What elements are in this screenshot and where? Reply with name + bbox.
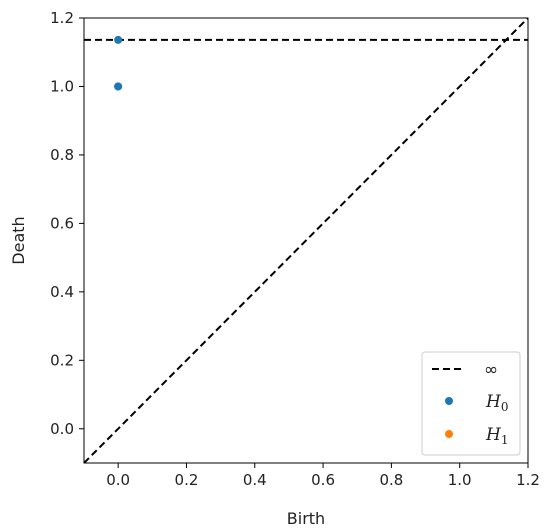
y-tick-label: 0.0: [50, 420, 74, 438]
point-h0-0: [114, 35, 123, 44]
x-tick-label: 0.0: [106, 471, 130, 489]
x-tick-label: 0.2: [175, 471, 199, 489]
plot-frame: [83, 17, 529, 464]
diagonal-line: [84, 18, 528, 463]
x-tick-label: 1.2: [516, 471, 540, 489]
legend-h0-marker: [445, 397, 453, 405]
y-tick-label: 0.4: [50, 283, 74, 301]
x-axis-label: Birth: [287, 509, 325, 528]
x-tick-label: 0.8: [379, 471, 403, 489]
axes: 0.0 0.2 0.4 0.6 0.8 1.0 1.2 0.0 0.2 0.4 0.6 0.8 1.0 1…: [50, 9, 540, 489]
x-tick-label: 1.0: [448, 471, 472, 489]
legend-h1-marker: [445, 430, 453, 438]
y-tick-label: 0.2: [50, 351, 74, 369]
y-tick-label: 1.2: [50, 9, 74, 27]
y-tick-label: 0.6: [50, 214, 74, 232]
legend-infinity-label: ∞: [484, 360, 498, 380]
x-tick-label: 0.4: [243, 471, 267, 489]
point-h0-2: [114, 82, 123, 91]
x-tick-label: 0.6: [311, 471, 335, 489]
y-tick-label: 1.0: [50, 77, 74, 95]
plot-content: [84, 18, 528, 463]
y-axis-label: Death: [9, 216, 28, 264]
y-tick-label: 0.8: [50, 146, 74, 164]
plot-area: [84, 18, 528, 463]
legend-box: [421, 351, 521, 456]
